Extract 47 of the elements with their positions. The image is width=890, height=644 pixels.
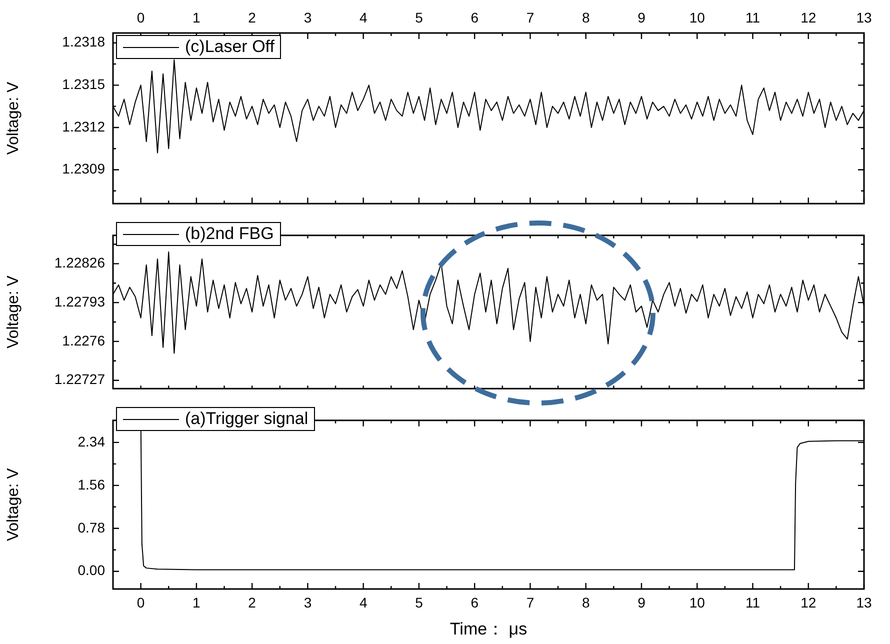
x-axis-title: Time： μs — [450, 619, 528, 638]
x-tick-label: 8 — [582, 9, 590, 26]
x-tick-label: 1 — [192, 9, 201, 26]
y-tick-label: 1.2315 — [62, 76, 106, 92]
x-tick-label: 1 — [192, 594, 201, 610]
legend-label: (c)Laser Off — [185, 37, 274, 57]
x-tick-label: 12 — [800, 9, 816, 26]
y-axis-title: Voltage: V — [5, 275, 22, 348]
x-tick-label: 9 — [638, 594, 646, 610]
y-tick-label: 1.22727 — [54, 371, 106, 388]
x-tick-label: 4 — [359, 594, 368, 610]
x-tick-label: 8 — [582, 594, 590, 610]
y-tick-label: 1.56 — [78, 476, 106, 492]
x-tick-label: 3 — [304, 9, 312, 26]
x-tick-label: 6 — [470, 594, 479, 610]
y-tick-label: 1.2276 — [62, 332, 106, 348]
x-tick-label: 4 — [359, 9, 368, 26]
x-tick-label: 3 — [304, 594, 312, 610]
x-tick-label: 7 — [526, 594, 534, 610]
y-tick-label: 1.22826 — [54, 254, 106, 271]
x-tick-label: 0 — [136, 594, 145, 610]
legend-label: (a)Trigger signal — [185, 409, 308, 429]
x-tick-label: 9 — [638, 9, 646, 26]
y-tick-label: 1.2309 — [62, 160, 106, 177]
x-tick-label: 5 — [415, 9, 424, 26]
x-tick-label: 11 — [745, 594, 760, 610]
x-tick-label: 0 — [136, 9, 145, 26]
x-tick-label: 11 — [745, 9, 760, 26]
x-tick-label: 5 — [415, 594, 424, 610]
x-tick-label: 12 — [800, 594, 816, 610]
legend-label: (b)2nd FBG — [185, 224, 274, 244]
x-tick-label: 10 — [689, 9, 706, 26]
y-axis-title: Voltage: V — [5, 468, 22, 542]
x-tick-label: 2 — [248, 594, 256, 610]
y-tick-label: 0.00 — [78, 562, 106, 578]
x-tick-label: 10 — [689, 594, 706, 610]
x-tick-label: 6 — [470, 9, 479, 26]
x-tick-label: 13 — [856, 9, 872, 26]
y-axis-title: Voltage: V — [5, 82, 22, 155]
x-tick-label: 13 — [856, 594, 872, 610]
y-tick-label: 2.34 — [78, 433, 106, 450]
x-tick-label: 2 — [248, 9, 256, 26]
y-tick-label: 1.22793 — [54, 293, 106, 310]
y-tick-label: 1.2312 — [62, 118, 106, 134]
y-tick-label: 0.78 — [78, 519, 106, 536]
y-tick-label: 1.2318 — [62, 34, 106, 50]
x-tick-label: 7 — [526, 9, 534, 26]
